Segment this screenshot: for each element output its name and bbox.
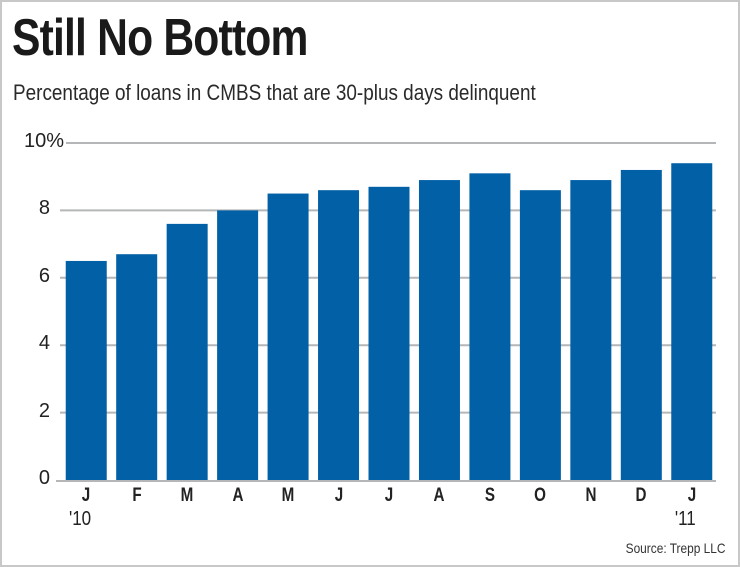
bar <box>620 169 662 480</box>
bars <box>65 163 713 481</box>
y-tick-label: 0 <box>38 467 50 489</box>
x-tick-label: J <box>687 485 696 506</box>
x-tick-label: F <box>132 485 142 506</box>
x-tick-label: D <box>635 485 647 506</box>
bar <box>469 173 511 480</box>
x-tick-label: A <box>232 485 244 506</box>
y-tick-label: 8 <box>38 197 50 220</box>
bar <box>570 180 612 480</box>
x-tick-label: J <box>384 485 394 506</box>
year-label: '11 <box>674 508 696 530</box>
bar <box>671 163 713 480</box>
bar <box>166 223 208 480</box>
x-tick-label: M <box>180 485 194 506</box>
source-note: Source: Trepp LLC <box>626 540 726 556</box>
y-tick-label: 10% <box>23 130 64 152</box>
x-tick-label: J <box>81 485 91 506</box>
x-tick-label: A <box>433 485 445 506</box>
chart-subtitle: Percentage of loans in CMBS that are 30-… <box>13 80 536 105</box>
x-tick-label: O <box>534 485 547 506</box>
chart-title: Still No Bottom <box>12 9 308 67</box>
y-tick-label: 4 <box>38 332 50 355</box>
bar <box>519 190 561 480</box>
bar <box>217 210 259 480</box>
x-tick-label: N <box>585 485 597 506</box>
y-tick-label: 2 <box>38 399 50 422</box>
bar <box>116 254 158 480</box>
x-tick-label: M <box>281 485 295 506</box>
y-tick-label: 6 <box>38 264 50 287</box>
bar <box>267 193 309 481</box>
bar <box>318 190 360 480</box>
x-tick-label: J <box>334 485 343 506</box>
bar <box>65 260 107 480</box>
x-tick-label: S <box>484 485 495 506</box>
bar <box>368 186 410 480</box>
year-label: '10 <box>69 508 92 530</box>
bar <box>418 180 460 480</box>
